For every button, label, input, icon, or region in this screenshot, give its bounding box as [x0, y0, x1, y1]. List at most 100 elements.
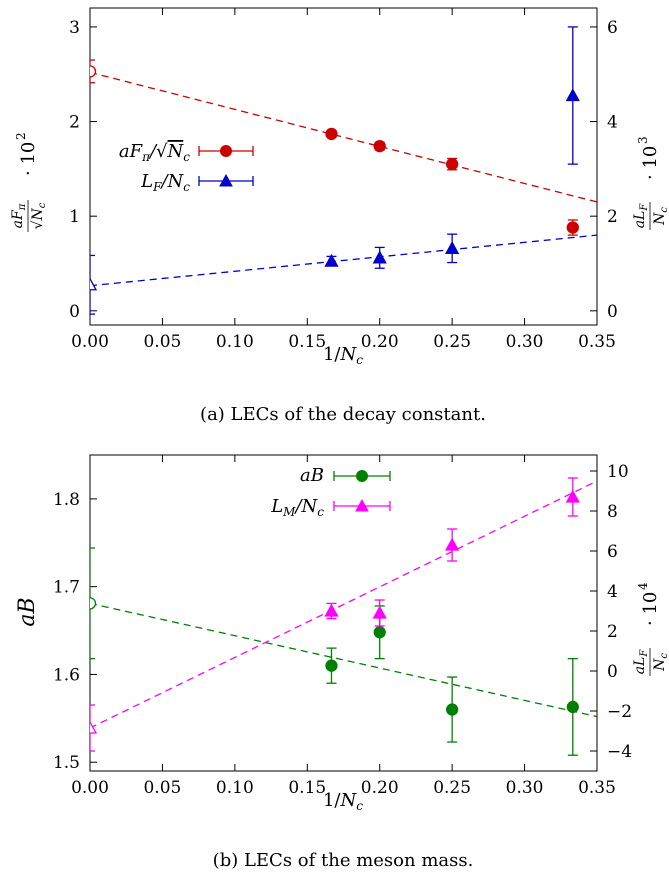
panel-b-x-axis-label: 1/Nc	[323, 790, 363, 813]
svg-text:aFπ: aFπ	[10, 203, 28, 228]
panel-a-left-y-axis-label: aFπ √Nc · 10 2	[10, 132, 48, 232]
series-2-point	[445, 233, 460, 264]
series-1-fit-line	[90, 602, 597, 718]
series-2-fit-line	[90, 234, 597, 287]
x-tick-label: 0.10	[216, 778, 254, 798]
panel-a-caption: (a) LECs of the decay constant.	[200, 404, 486, 425]
right-y-tick-label: 0	[607, 662, 618, 682]
panel-a-x-ticks: 0.00 0.05 0.10 0.15 0.20 0.25 0.30 0.35	[71, 8, 616, 352]
triangle-marker	[445, 537, 460, 551]
series-2-fit-line	[90, 480, 597, 729]
triangle-marker	[324, 253, 339, 267]
svg-text:aLF: aLF	[632, 649, 650, 675]
panel-a-right-y-ticks: 0 2 4 6	[590, 18, 618, 322]
series-2-point	[324, 602, 339, 620]
panel-b-plot-area	[90, 477, 597, 756]
x-tick-label: 0.00	[71, 778, 109, 798]
x-tick-label: 0.15	[288, 332, 326, 352]
left-y-tick-label: 3	[69, 18, 80, 38]
x-tick-label: 0.30	[506, 332, 544, 352]
panel-b-legend: aB LM/Nc	[270, 465, 391, 519]
series-1-point	[325, 127, 338, 141]
series-1-fit-line	[90, 71, 597, 203]
circle-marker	[445, 703, 459, 716]
series-1-point	[566, 657, 579, 756]
triangle-marker	[565, 88, 580, 102]
right-y-tick-label: 4	[607, 113, 618, 133]
circle-marker	[566, 221, 579, 234]
circle-marker	[325, 127, 338, 141]
circle-marker	[445, 157, 459, 171]
svg-text:· 10: · 10	[640, 146, 661, 180]
x-tick-label: 0.00	[71, 332, 109, 352]
panel-b: 0.00 0.05 0.10 0.15 0.20 0.25 0.30 0.35 1.51.61…	[15, 454, 669, 871]
triangle-marker	[372, 250, 387, 264]
triangle-marker	[372, 605, 387, 619]
svg-text:√Nc: √Nc	[30, 202, 48, 229]
right-y-tick-label: 6	[607, 542, 618, 562]
svg-text:· 10: · 10	[640, 592, 661, 626]
left-y-tick-label: 1.8	[53, 490, 80, 510]
x-tick-label: 0.20	[361, 778, 399, 798]
right-y-tick-label: −2	[607, 702, 632, 722]
x-tick-label: 0.20	[361, 332, 399, 352]
right-y-tick-label: 8	[607, 502, 618, 522]
legend-label-lm: LM/Nc	[270, 496, 324, 519]
right-y-tick-label: −4	[607, 742, 632, 762]
panel-b-frame	[89, 454, 598, 772]
svg-text:4: 4	[636, 582, 650, 590]
triangle-marker	[90, 277, 98, 291]
panel-b-right-y-ticks: −4 −2 0 2 4 6 8 10	[590, 462, 632, 762]
svg-text:Nc: Nc	[652, 207, 669, 226]
triangle-marker	[445, 240, 460, 255]
circle-marker	[90, 597, 97, 610]
x-tick-label: 0.35	[578, 778, 616, 798]
panel-b-left-y-ticks: 1.5 1.6 1.7 1.8	[53, 490, 97, 773]
series-1-point	[445, 676, 459, 743]
triangle-marker	[565, 489, 580, 503]
legend-marker-lm	[333, 498, 391, 512]
panel-a-x-axis-label: 1/Nc	[323, 344, 363, 367]
series-1-point	[373, 140, 386, 153]
triangle-marker	[324, 603, 339, 617]
panel-a-plot-area	[90, 26, 597, 315]
circle-marker	[373, 626, 386, 639]
right-y-tick-label: 4	[607, 582, 618, 602]
series-1-point	[90, 547, 97, 660]
right-y-tick-label: 2	[607, 207, 618, 227]
legend-label-lf: LF/Nc	[140, 171, 190, 194]
legend-label-afpi: aFπ/√Nc	[119, 141, 190, 164]
series-1-point	[445, 157, 459, 171]
x-tick-label: 0.30	[506, 778, 544, 798]
right-y-tick-label: 2	[607, 622, 618, 642]
svg-text:3: 3	[636, 136, 650, 144]
left-y-tick-label: 0	[69, 302, 80, 322]
series-2-point	[445, 528, 460, 562]
series-2-point	[565, 26, 580, 165]
panel-b-left-y-axis-label: aB	[15, 597, 40, 626]
x-tick-label: 0.35	[578, 332, 616, 352]
left-y-tick-label: 1.5	[53, 753, 80, 773]
panel-a-frame	[89, 7, 598, 326]
right-y-tick-label: 0	[607, 302, 618, 322]
svg-text:· 10: · 10	[18, 142, 39, 176]
svg-text:Nc: Nc	[652, 653, 669, 672]
x-tick-label: 0.05	[143, 332, 181, 352]
left-y-tick-label: 2	[69, 113, 80, 133]
series-2-point	[90, 254, 98, 315]
series-1-point	[566, 219, 579, 236]
legend-marker-lf	[198, 173, 254, 187]
series-2-point	[565, 477, 580, 517]
series-2-point	[372, 246, 387, 269]
legend-marker-ab	[333, 470, 391, 482]
legend-label-ab: aB	[300, 465, 324, 486]
series-1-point	[325, 647, 338, 684]
svg-text:aLF: aLF	[632, 203, 650, 229]
panel-a: 0.00 0.05 0.10 0.15 0.20 0.25 0.30 0.35 0 1 2 3 0 2…	[10, 7, 669, 425]
left-y-tick-label: 1	[69, 207, 80, 227]
circle-marker	[373, 140, 386, 153]
right-y-tick-label: 6	[607, 18, 618, 38]
circle-marker	[90, 65, 97, 78]
series-1-point	[90, 59, 97, 84]
